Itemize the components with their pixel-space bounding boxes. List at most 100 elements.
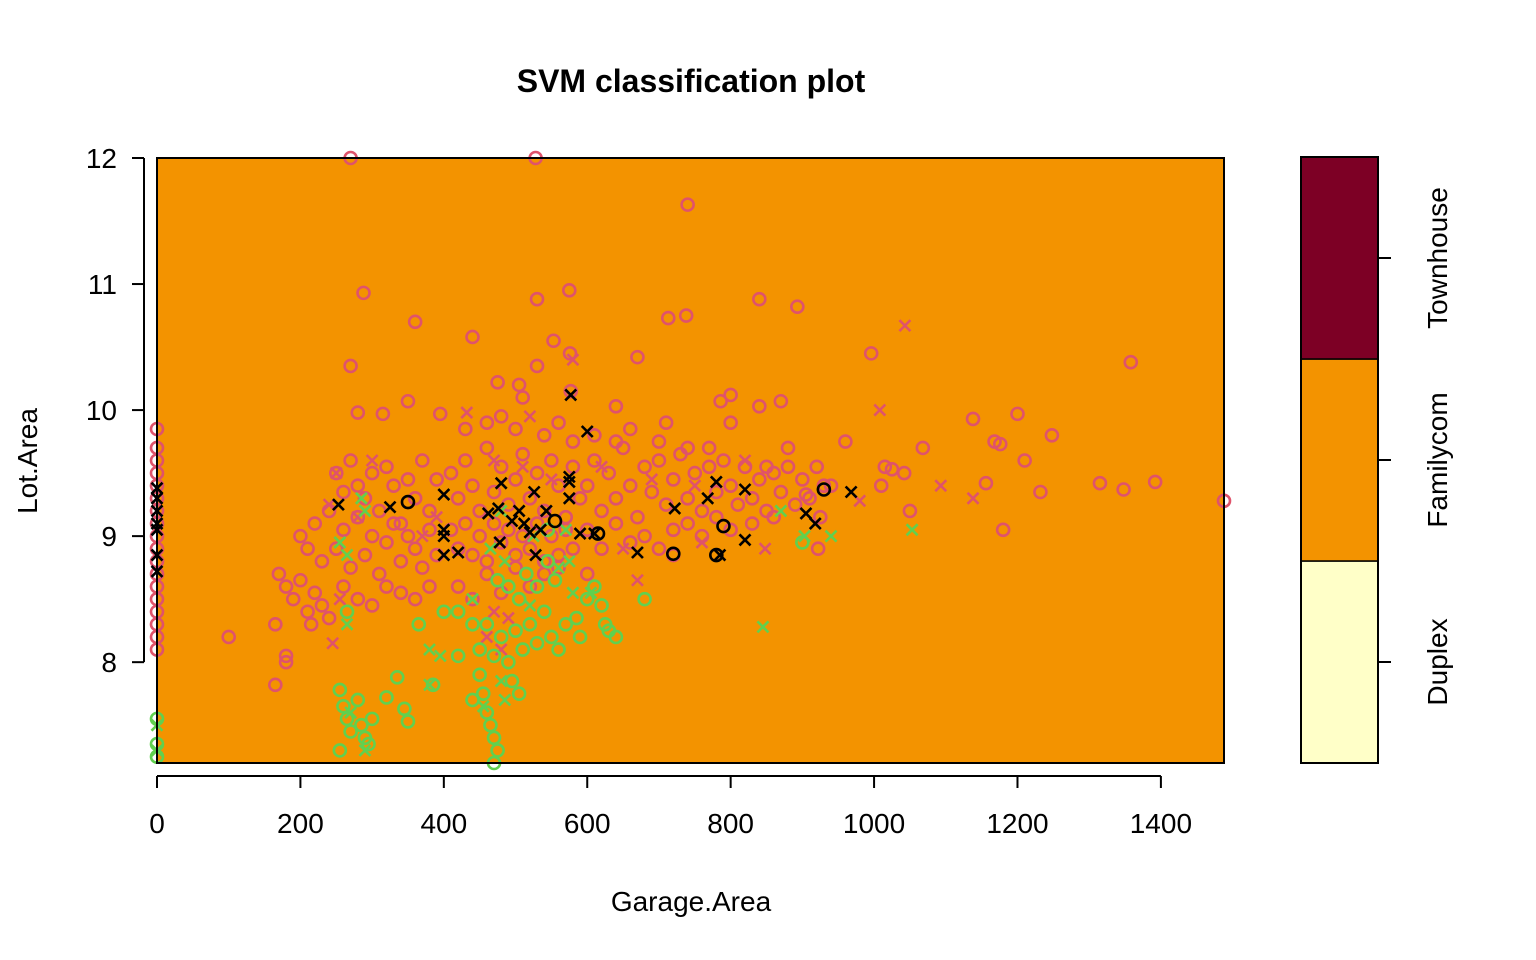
data-point [321,610,337,626]
support-vector-point [344,706,358,720]
support-vector-point [552,561,565,575]
data-point [551,415,566,430]
data-point [522,579,538,594]
data-point [863,346,879,361]
data-point [422,503,437,519]
data-point [336,484,351,500]
data-point [680,197,695,212]
support-vector-point [573,527,587,541]
data-point [443,465,459,481]
support-vector-point [491,501,505,515]
support-vector-point [331,498,345,512]
data-point [411,617,427,632]
data-point [709,509,724,525]
data-point [716,453,731,468]
data-point [1017,453,1032,468]
data-point [450,604,466,620]
data-point [400,528,416,544]
support-vector-point [688,479,702,493]
support-vector-point [460,406,474,420]
support-vector-point [433,649,447,663]
data-point [658,415,674,430]
data-point [415,560,430,575]
support-vector-point [354,491,368,505]
data-point [759,459,774,475]
data-point [594,503,609,519]
support-vector-point [701,491,715,505]
data-point [780,459,796,475]
x-tick-label: 600 [564,808,611,839]
support-vector-point [523,599,537,612]
support-vector-point [758,542,772,556]
data-point [608,516,624,531]
data-point [328,541,344,557]
data-point [393,585,409,601]
y-tick-label: 8 [101,647,117,678]
data-point [716,518,731,534]
data-point [773,393,789,409]
data-point [565,541,581,557]
data-point [397,701,412,717]
data-point [357,491,373,506]
data-point [590,526,606,541]
data-point [579,591,595,607]
data-point [518,566,534,582]
support-vector-point [523,409,537,423]
data-point [493,409,509,424]
data-point [766,509,781,525]
data-point [630,509,645,525]
support-vector-point [564,388,578,402]
data-point [379,579,394,594]
x-axis: 0 200 400 600 800 1000 1200 1400 [149,775,1192,839]
data-point [752,399,767,414]
data-point [637,528,652,544]
data-point [268,617,283,632]
data-point [332,682,348,698]
data-point [415,453,430,468]
data-point [371,566,387,582]
data-point [508,560,523,575]
data-point [472,667,487,683]
data-point [572,491,588,506]
support-vector-point [756,620,770,634]
data-point [364,528,380,544]
support-vector-point [437,488,451,501]
support-vector-point [487,454,501,467]
data-point [486,484,502,500]
support-vector-point [562,491,576,505]
data-point [490,375,505,390]
support-vector-point [484,542,497,556]
data-point [515,642,531,657]
x-tick-label: 400 [420,808,467,839]
data-point [314,554,330,569]
legend-label-duplex: Duplex [1422,618,1453,705]
data-point [601,465,617,481]
data-point [375,406,391,422]
data-point [278,648,294,664]
data-point [407,541,423,557]
support-vector-point [566,353,580,367]
series-duplex [149,491,919,771]
data-point [278,654,294,670]
data-point [450,491,466,506]
support-vector-point [516,460,530,474]
support-vector-point [333,592,347,606]
data-point [562,283,577,298]
data-point [529,465,545,481]
data-point [515,528,531,544]
data-point [680,440,695,456]
data-point [915,440,931,456]
support-vector-point [326,636,340,650]
data-point [665,522,681,538]
data-point [479,566,495,582]
support-vector-point [709,475,723,489]
data-point [472,642,487,657]
data-point [701,459,717,475]
support-vector-point [494,643,508,656]
data-point [429,472,444,487]
data-point [744,491,760,506]
data-point [400,393,416,409]
data-point [422,522,437,538]
data-point [515,446,531,462]
data-point [680,491,695,506]
